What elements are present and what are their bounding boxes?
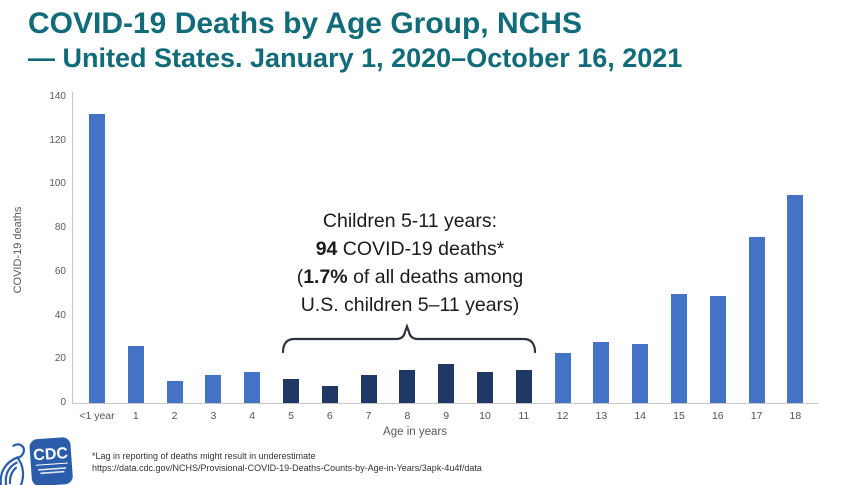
- bar-age-17: [748, 236, 765, 403]
- bar-age-14: [632, 343, 649, 403]
- y-tick-label-140: 140: [49, 91, 66, 102]
- y-tick-label-80: 80: [54, 222, 66, 234]
- x-tick-label-13: 13: [595, 410, 608, 422]
- bar-age-1: [127, 346, 144, 403]
- y-axis-title: COVID-19 deaths: [12, 206, 24, 294]
- bar-age-4: [244, 372, 261, 403]
- footnote-line-2: https://data.cdc.gov/NCHS/Provisional-CO…: [92, 462, 482, 473]
- x-tick-label-12: 12: [556, 410, 569, 422]
- bar-age-10: [477, 372, 493, 403]
- bar-age-18: [787, 195, 804, 403]
- y-tick-label-0: 0: [60, 397, 66, 408]
- hhs-eagle-icon: [0, 443, 25, 485]
- bar-age-2: [166, 381, 183, 403]
- y-tick-label-100: 100: [49, 178, 66, 190]
- x-tick-label-14: 14: [634, 410, 647, 422]
- footnote: *Lag in reporting of deaths might result…: [92, 451, 482, 474]
- y-tick-label-60: 60: [54, 265, 66, 277]
- x-tick-label-3: 3: [210, 410, 217, 422]
- annotation-line-4: U.S. children 5–11 years): [300, 294, 520, 316]
- bar-age-8: [399, 370, 416, 403]
- cdc-hhs-logo: CDC: [0, 433, 88, 485]
- bar-age-9: [438, 363, 455, 403]
- y-tick-label-120: 120: [49, 134, 66, 146]
- x-tick-label-18: 18: [789, 410, 802, 422]
- title-line-2: — United States. January 1, 2020–October…: [28, 43, 683, 73]
- x-tick-label-11: 11: [518, 410, 530, 422]
- bar-age-16: [709, 295, 726, 403]
- y-axis-line: [72, 92, 73, 403]
- x-axis-line: [72, 403, 818, 404]
- bar-age-12: [554, 352, 571, 403]
- bar-age-7: [360, 374, 377, 403]
- x-tick-label-2: 2: [171, 410, 178, 422]
- y-tick-label-40: 40: [54, 309, 66, 321]
- bar-age-6: [321, 385, 338, 403]
- x-axis-title: Age in years: [383, 426, 447, 438]
- annotation-children-5-11: Children 5-11 years: 94 COVID-19 deaths*…: [240, 207, 580, 319]
- x-tick-label-1: 1: [132, 410, 139, 422]
- slide-title: COVID-19 Deaths by Age Group, NCHS — Uni…: [28, 6, 682, 74]
- cdc-badge: [29, 437, 73, 485]
- bar-age-11: [515, 370, 532, 403]
- bar-age-13: [593, 341, 610, 403]
- x-tick-label-8: 8: [404, 410, 411, 422]
- x-tick-label-4: 4: [249, 410, 256, 422]
- x-tick-label-9: 9: [443, 410, 450, 422]
- bar-age-5: [283, 378, 299, 403]
- annotation-line-3: (1.7% of all deaths among: [296, 266, 524, 288]
- x-tick-label-<1 year: <1 year: [79, 410, 115, 422]
- bar-age-15: [671, 293, 687, 403]
- x-tick-label-7: 7: [365, 410, 372, 422]
- x-tick-label-6: 6: [326, 410, 333, 422]
- x-tick-label-10: 10: [479, 410, 491, 422]
- footnote-line-1: *Lag in reporting of deaths might result…: [92, 451, 316, 461]
- bar-age-<1 year: [89, 114, 105, 403]
- x-tick-label-15: 15: [673, 410, 685, 422]
- bar-age-3: [205, 374, 222, 403]
- title-line-1: COVID-19 Deaths by Age Group, NCHS: [28, 7, 582, 40]
- x-tick-label-5: 5: [288, 410, 294, 422]
- annotation-line-1: Children 5-11 years:: [322, 210, 498, 232]
- x-tick-label-17: 17: [750, 410, 763, 422]
- x-tick-label-16: 16: [711, 410, 724, 422]
- y-tick-label-20: 20: [54, 353, 66, 365]
- annotation-line-2: 94 COVID-19 deaths*: [315, 238, 505, 260]
- cdc-logo-text: CDC: [33, 445, 69, 464]
